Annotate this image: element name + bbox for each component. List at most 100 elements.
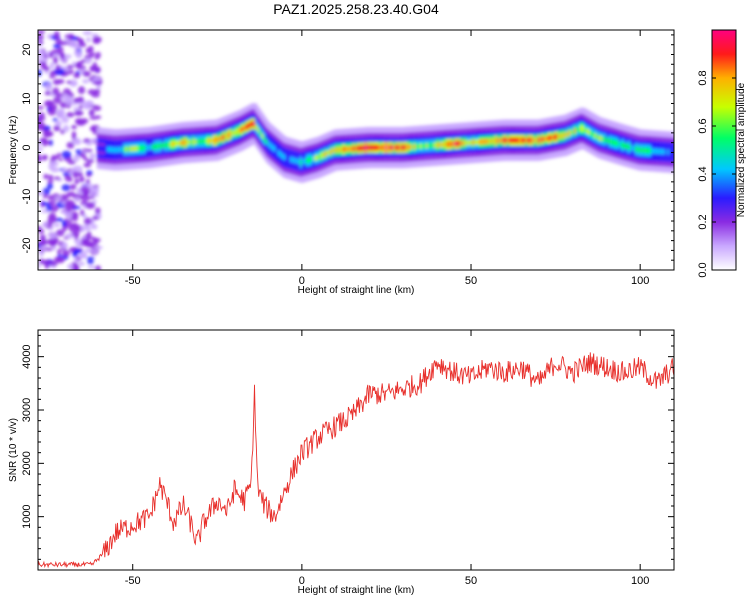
noise-cell [88, 108, 95, 117]
noise-cell [92, 199, 97, 203]
noise-cell [55, 217, 64, 222]
noise-cell [48, 212, 57, 221]
noise-cell [89, 152, 96, 160]
spectrogram-plot-area [38, 30, 674, 270]
noise-cell [73, 257, 79, 263]
noise-cell [67, 263, 74, 270]
noise-cell [83, 138, 91, 143]
noise-cell [94, 56, 100, 60]
noise-cell [50, 239, 58, 247]
noise-cell [83, 217, 92, 225]
noise-cell [80, 235, 87, 240]
y-tick-label: -10 [21, 189, 33, 205]
noise-cell [56, 257, 65, 264]
y-tick-label: 4000 [21, 344, 33, 368]
noise-cell [52, 87, 60, 95]
x-tick-label: 50 [465, 575, 477, 587]
noise-cell [83, 248, 94, 253]
noise-cell [53, 95, 63, 104]
noise-cell [49, 51, 54, 59]
noise-cell [73, 72, 81, 79]
spectrogram-y-axis-label: Frequency (Hz) [8, 116, 19, 185]
snr-x-ticks: -50 0 50 100 [125, 330, 649, 587]
noise-cell [73, 111, 82, 116]
noise-cell [62, 124, 70, 133]
noise-cell [75, 149, 83, 153]
noise-cell [38, 105, 44, 110]
noise-cell [94, 265, 102, 270]
noise-cell [74, 197, 80, 203]
noise-cell [87, 265, 96, 269]
noise-cell [62, 250, 70, 257]
noise-cell [49, 204, 59, 213]
noise-cell [71, 81, 77, 86]
noise-cell [93, 238, 99, 245]
noise-cell [67, 211, 73, 220]
noise-cell [79, 175, 85, 183]
noise-cell [80, 209, 85, 216]
noise-cell [61, 241, 68, 250]
noise-cell [68, 225, 79, 233]
y-tick-label: 0 [21, 144, 33, 150]
noise-cell [94, 66, 101, 74]
noise-cell [49, 103, 58, 112]
noise-cell [87, 259, 94, 265]
snr-y-axis-label: SNR (10 * v/v) [8, 418, 19, 482]
noise-cell [38, 57, 44, 63]
noise-cell [45, 204, 53, 212]
noise-cell [81, 194, 90, 202]
noise-cell [93, 184, 100, 189]
noise-cell [72, 154, 80, 162]
noise-cell [65, 202, 73, 211]
noise-cell [38, 50, 45, 58]
noise-cell [47, 195, 53, 201]
noise-cell [86, 173, 92, 177]
noise-cell [55, 124, 61, 132]
colorbar-frame [711, 29, 737, 271]
noise-cell [48, 174, 54, 181]
noise-cell [38, 121, 46, 130]
noise-cell [80, 241, 91, 247]
x-tick-label: 50 [465, 275, 477, 287]
noise-cell [87, 195, 95, 200]
noise-cell [78, 105, 83, 109]
noise-cell [64, 217, 69, 222]
noise-cell [75, 50, 83, 59]
noise-cell [71, 36, 79, 41]
noise-cell [89, 188, 94, 197]
noise-cell [38, 155, 42, 163]
y-tick-label: 1000 [21, 504, 33, 528]
noise-cell [73, 265, 80, 270]
noise-cell [70, 167, 77, 173]
noise-cell [94, 207, 101, 215]
noise-cell [86, 158, 95, 164]
noise-cell [87, 148, 93, 153]
noise-cell [96, 84, 102, 89]
noise-cell [45, 141, 51, 145]
y-tick-label: 3000 [21, 398, 33, 422]
noise-cell [69, 184, 77, 191]
noise-cell [67, 178, 73, 182]
noise-cell [48, 160, 59, 167]
noise-cell [82, 79, 90, 84]
noise-cell [38, 147, 44, 151]
noise-cell [38, 34, 44, 40]
noise-cell [43, 173, 49, 180]
noise-cell [71, 205, 81, 210]
noise-cell [85, 179, 91, 184]
noise-cell [93, 186, 99, 193]
noise-cell [55, 64, 61, 72]
noise-cell [72, 171, 79, 179]
noise-cell [92, 80, 102, 85]
noise-cell [53, 43, 61, 49]
noise-cell [93, 245, 103, 250]
colorbar-tick-label: 0.0 [697, 262, 709, 277]
x-tick-label: -50 [125, 575, 141, 587]
noise-cell [77, 86, 86, 95]
noise-cell [92, 128, 98, 135]
noise-cell [76, 119, 86, 126]
noise-cell [72, 250, 78, 258]
colorbar-tick-label: 0.2 [697, 214, 709, 229]
noise-cell [38, 263, 42, 269]
noise-cell [44, 247, 54, 252]
